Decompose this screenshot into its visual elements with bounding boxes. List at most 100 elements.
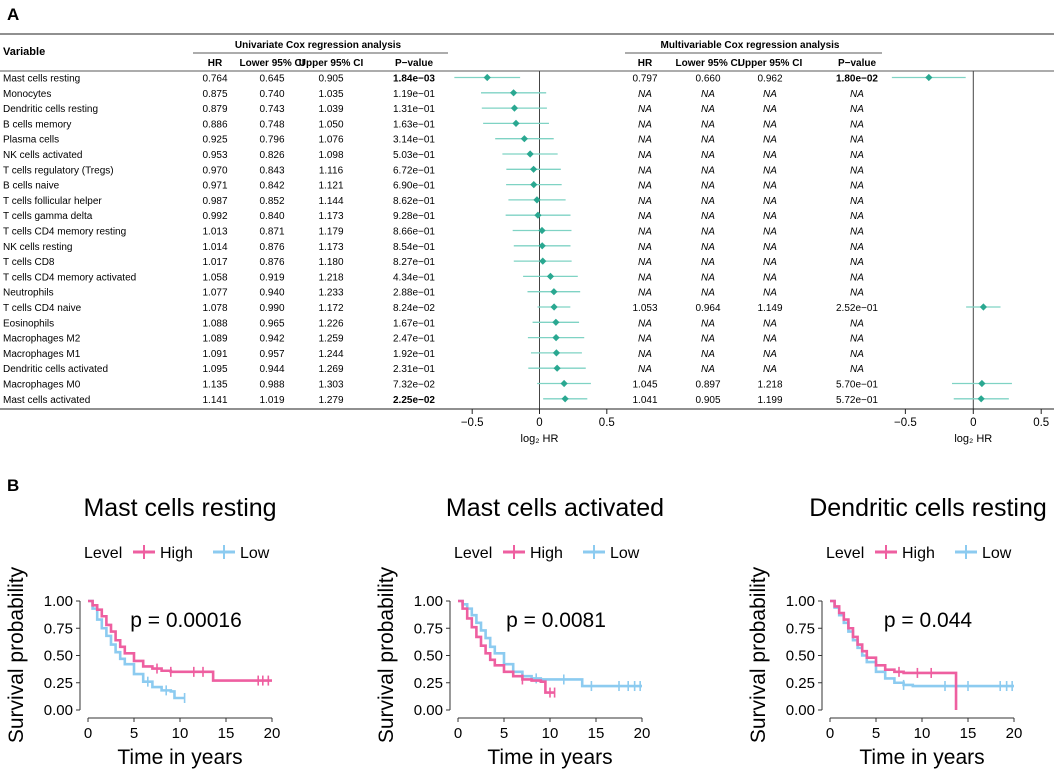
multi-cell: NA [638,272,652,283]
uni-cell: 0.970 [202,165,227,176]
multi-cell: 0.660 [695,74,720,85]
multi-cell: NA [850,257,864,268]
multi-cell: NA [763,257,777,268]
multi-col-header: P−value [838,58,877,69]
x-tick-label: 5 [500,725,508,742]
multi-cell: 0.964 [695,303,720,314]
uni-cell: 1.077 [202,288,227,299]
uni-cell: 0.944 [259,364,284,375]
multi-cell: NA [763,288,777,299]
multi-cell: 0.897 [695,380,720,391]
multi-cell: 2.52e−01 [836,303,878,314]
uni-cell: 1.017 [202,257,227,268]
multi-x-tick-label: 0.5 [1033,417,1049,429]
multi-cell: NA [850,242,864,253]
uni-cell: 0.965 [259,318,284,329]
multi-cell: 5.72e−01 [836,395,878,406]
uni-cell: 8.54e−01 [393,242,435,253]
y-tick-label: 1.00 [414,593,443,610]
multi-cell: NA [763,181,777,192]
uni-hr-point [483,73,491,82]
multi-cell: NA [763,165,777,176]
uni-hr-point [546,272,555,280]
uni-cell: 1.091 [202,349,227,360]
uni-cell: 1.259 [318,334,343,345]
uni-cell: 8.66e−01 [393,227,435,238]
y-tick-label: 0.50 [414,648,443,665]
multi-x-tick-label: 0 [970,417,976,429]
uni-hr-point [530,181,538,189]
uni-cell: 0.826 [259,150,284,161]
uni-x-tick-label: 0.5 [599,417,615,429]
multi-cell: NA [850,211,864,222]
multi-cell: NA [701,119,715,130]
uni-cell: 0.875 [202,89,227,100]
x-tick-label: 0 [826,725,834,742]
row-variable-name: Macrophages M0 [3,380,81,391]
multi-cell: NA [701,272,715,283]
uni-cell: 1.244 [318,349,343,360]
multi-cell: NA [763,242,777,253]
panel-b: B Mast cells resting Level High Low 0.00 0.25 0… [5,476,1047,769]
row-variable-name: T cells CD8 [3,257,55,268]
y-axis-label: Survival probability [747,566,770,743]
uni-col-header: Upper 95% CI [299,58,364,69]
uni-cell: 0.886 [202,119,227,130]
multi-col-header: HR [638,58,653,69]
multi-x-tick-label: −0.5 [894,417,917,429]
multi-cell: NA [763,119,777,130]
x-tick-label: 15 [588,725,605,742]
km-plot-title: Mast cells resting [83,494,276,522]
uni-hr-point [552,349,561,357]
multi-cell: NA [763,196,777,207]
x-tick-label: 10 [542,725,559,742]
uni-cell: 1.303 [318,380,343,391]
x-tick-label: 20 [264,725,281,742]
multi-cell: NA [638,119,652,130]
uni-cell: 0.796 [259,135,284,146]
x-tick-label: 0 [454,725,462,742]
row-variable-name: Macrophages M1 [3,349,81,360]
row-variable-name: Mast cells resting [3,74,80,85]
multi-cell: NA [850,165,864,176]
multi-cell: 1.149 [757,303,782,314]
uni-cell: 1.19e−01 [393,89,435,100]
multi-cell: NA [638,227,652,238]
uni-hr-point [512,119,520,127]
uni-cell: 2.25e−02 [393,395,435,406]
multi-cell: NA [701,288,715,299]
x-tick-label: 20 [634,725,651,742]
row-variable-name: NK cells activated [3,150,82,161]
row-variable-name: Mast cells activated [3,395,90,406]
uni-cell: 1.135 [202,380,227,391]
multi-cell: NA [701,104,715,115]
legend-item-label: Low [982,545,1012,562]
panel-label-b: B [7,476,19,495]
multi-cell: NA [701,257,715,268]
legend-item-label: High [530,545,563,562]
uni-cell: 0.940 [259,288,284,299]
multi-cell: 0.962 [757,74,782,85]
uni-cell: 1.088 [202,318,227,329]
km-curve-low [88,599,185,700]
uni-cell: 1.144 [318,196,343,207]
multi-cell: NA [638,165,652,176]
multi-cell: 1.041 [632,395,657,406]
x-tick-label: 10 [914,725,931,742]
uni-cell: 0.879 [202,104,227,115]
multi-cell: 1.199 [757,395,782,406]
uni-cell: 1.233 [318,288,343,299]
uni-cell: 1.089 [202,334,227,345]
uni-cell: 6.90e−01 [393,181,435,192]
row-variable-name: Dendritic cells activated [3,364,108,375]
uni-cell: 1.226 [318,318,343,329]
p-value: p = 0.044 [884,609,972,632]
km-plot-title: Mast cells activated [446,494,664,522]
multi-cell: NA [850,181,864,192]
uni-cell: 1.92e−01 [393,349,435,360]
km-plot-title: Dendritic cells resting [809,494,1047,522]
multi-cell: NA [763,318,777,329]
x-tick-label: 10 [172,725,189,742]
uni-cell: 1.116 [319,165,344,176]
